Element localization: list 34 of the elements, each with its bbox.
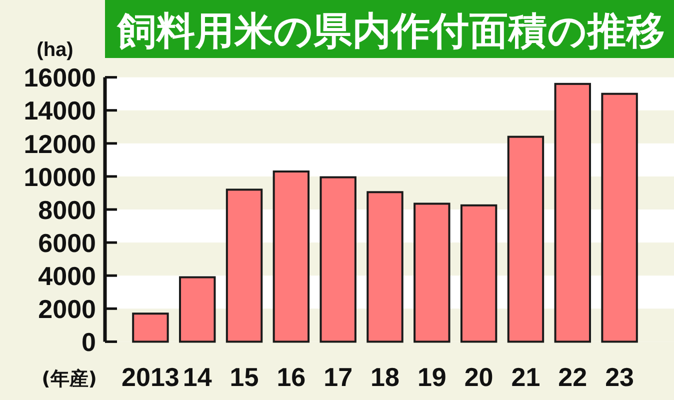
x-tick-label: 2013 — [122, 362, 180, 392]
y-tick-label: 10000 — [24, 162, 96, 192]
y-tick-label: 2000 — [38, 294, 96, 324]
x-tick-label: 19 — [417, 362, 446, 392]
x-tick-label: 22 — [558, 362, 588, 392]
y-tick-label: 14000 — [24, 96, 96, 126]
x-tick-label: 16 — [276, 362, 306, 392]
x-tick-label: 18 — [370, 362, 400, 392]
y-tick-label: 16000 — [24, 62, 96, 93]
bar — [414, 202, 450, 343]
x-axis-title: (年産) — [42, 368, 97, 390]
bar — [226, 188, 263, 343]
bar — [601, 92, 638, 343]
x-tick-label: 14 — [182, 362, 212, 392]
bar — [272, 170, 310, 343]
y-tick-label: 4000 — [38, 260, 96, 291]
bar — [320, 176, 356, 343]
bar — [366, 191, 404, 343]
y-tick-label: 0 — [82, 327, 96, 358]
y-tick-label: 12000 — [24, 128, 96, 159]
bar — [554, 82, 591, 343]
x-tick-label: 23 — [605, 362, 634, 392]
x-tick-label: 20 — [464, 362, 494, 392]
x-tick-label: 17 — [324, 362, 353, 392]
x-tick-label: 15 — [230, 362, 259, 392]
bar — [460, 204, 498, 343]
y-tick-label: 6000 — [38, 228, 96, 258]
bar — [132, 312, 169, 343]
bar — [507, 136, 544, 343]
y-tick-label: 8000 — [38, 194, 96, 225]
chart-title: 飼料用米の県内作付面積の推移 — [116, 9, 666, 54]
y-axis-title: (ha) — [36, 39, 74, 61]
bar — [179, 276, 216, 343]
x-tick-label: 21 — [511, 362, 540, 392]
